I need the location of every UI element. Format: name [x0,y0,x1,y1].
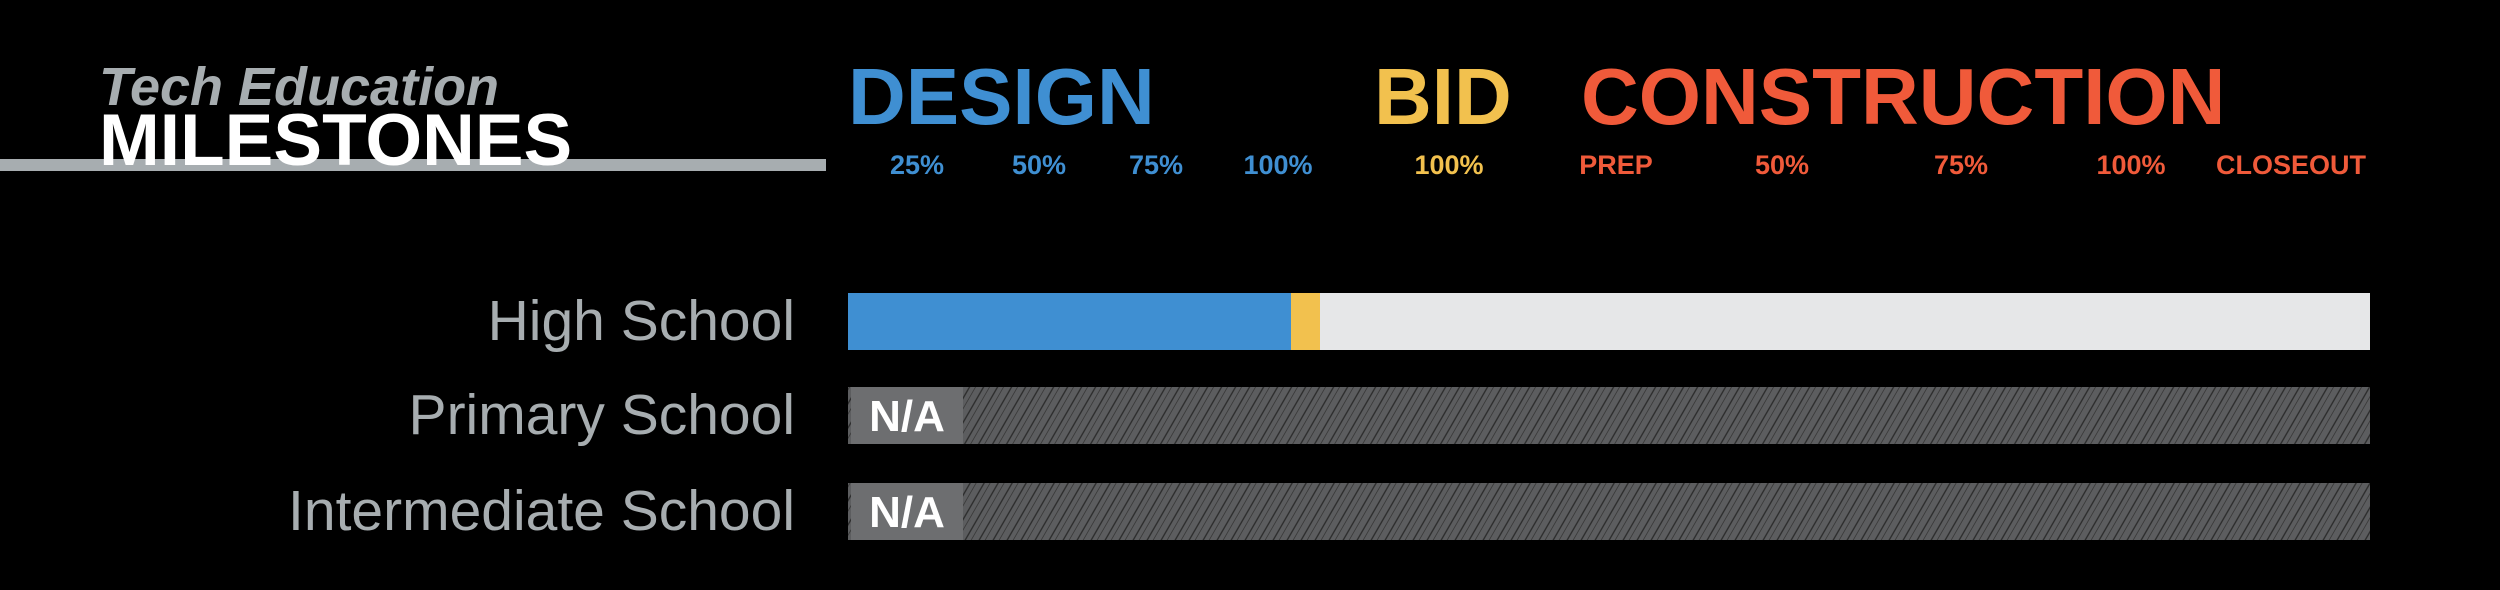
status-box [851,483,963,540]
progress-bid [1291,293,1320,350]
milestone-label: 100% [1414,150,1483,180]
phase-title: CONSTRUCTION [1581,52,2225,141]
row-label: High School [488,289,795,353]
rows: High School Primary School N/A Intermediate… [288,289,2370,543]
status-box [851,387,963,444]
header-rule [0,159,826,171]
status-label: N/A [869,392,945,441]
milestone-label: 100% [2096,150,2165,180]
milestone-label: 25% [890,150,944,180]
row-label: Primary School [409,383,795,447]
title: Tech Education [99,57,499,117]
milestone-label: CLOSEOUT [2216,150,2367,180]
milestone-label: 75% [1934,150,1988,180]
subtitle: MILESTONES [99,100,572,181]
progress-design [848,293,1291,350]
milestone-label: 50% [1755,150,1809,180]
phase-title: BID [1374,52,1512,141]
milestone-label: 75% [1129,150,1183,180]
phase-title: DESIGN [848,52,1155,141]
milestone-label: PREP [1579,150,1653,180]
hatched-bar [848,387,2370,444]
milestone-label: 100% [1243,150,1312,180]
phase-headers: DESIGN 25% 50% 75% 100% BID 100% CONSTRUCTION PR… [848,52,2367,180]
row-label: Intermediate School [288,479,795,543]
status-label: N/A [869,488,945,537]
hatched-bar [848,483,2370,540]
milestone-label: 50% [1012,150,1066,180]
